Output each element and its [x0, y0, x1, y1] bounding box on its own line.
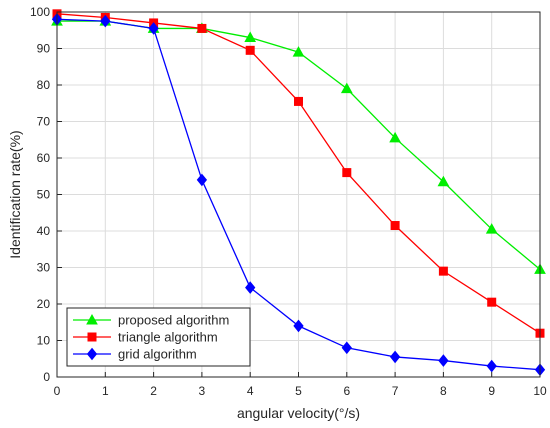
y-tick-label: 80 — [37, 78, 51, 92]
data-point — [437, 175, 450, 187]
x-tick-label: 8 — [440, 384, 447, 398]
series-2 — [51, 13, 546, 376]
data-point — [294, 96, 303, 106]
x-axis-label: angular velocity(°/s) — [237, 405, 360, 421]
y-tick-label: 90 — [37, 42, 51, 56]
legend-marker — [86, 313, 98, 325]
y-tick-label: 0 — [43, 370, 50, 384]
y-tick-label: 20 — [37, 297, 51, 311]
data-point — [487, 297, 497, 307]
data-point — [100, 14, 111, 28]
data-point — [389, 350, 401, 364]
y-tick-label: 10 — [37, 334, 51, 348]
legend-item: proposed algorithm — [73, 313, 229, 328]
data-point — [486, 359, 497, 373]
data-point — [341, 341, 352, 355]
data-point — [293, 319, 304, 333]
data-point — [244, 31, 257, 43]
data-point — [197, 23, 207, 33]
y-axis-label: Identification rate(%) — [7, 130, 23, 258]
data-point — [245, 281, 256, 294]
y-tick-label: 40 — [37, 224, 51, 238]
x-tick-label: 7 — [392, 384, 399, 398]
x-tick-label: 0 — [54, 384, 61, 398]
series-layer — [51, 9, 546, 376]
data-point — [196, 173, 208, 187]
data-point — [340, 82, 353, 94]
y-tick-label: 30 — [37, 261, 51, 275]
x-tick-label: 3 — [199, 384, 206, 398]
data-point — [438, 354, 449, 367]
x-tick-label: 10 — [533, 384, 547, 398]
x-tick-label: 2 — [150, 384, 157, 398]
data-point — [245, 45, 255, 55]
data-point — [485, 223, 498, 234]
legend-item: grid algorithm — [73, 347, 197, 362]
legend-marker — [86, 347, 98, 361]
data-point — [389, 131, 401, 143]
legend-marker — [87, 332, 97, 342]
legend-box — [66, 307, 251, 367]
data-point — [148, 22, 159, 35]
x-tick-label: 1 — [102, 384, 109, 398]
legend: proposed algorithm triangle algorithm grid… — [66, 307, 251, 367]
x-tick-label: 4 — [247, 384, 254, 398]
y-tick-label: 100 — [30, 5, 50, 19]
data-point — [438, 266, 448, 276]
x-tick-label: 5 — [295, 384, 302, 398]
data-point — [390, 221, 400, 231]
y-tick-label: 50 — [37, 188, 51, 202]
y-tick-label: 70 — [37, 115, 51, 129]
x-tick-label: 9 — [488, 384, 495, 398]
data-point — [292, 46, 305, 57]
data-point — [342, 168, 352, 178]
x-tick-label: 6 — [343, 384, 350, 398]
legend-label: triangle algorithm — [118, 330, 218, 345]
legend-label: proposed algorithm — [118, 313, 229, 328]
y-tick-label: 60 — [37, 151, 51, 165]
legend-label: grid algorithm — [118, 347, 197, 362]
legend-item: triangle algorithm — [73, 330, 218, 345]
